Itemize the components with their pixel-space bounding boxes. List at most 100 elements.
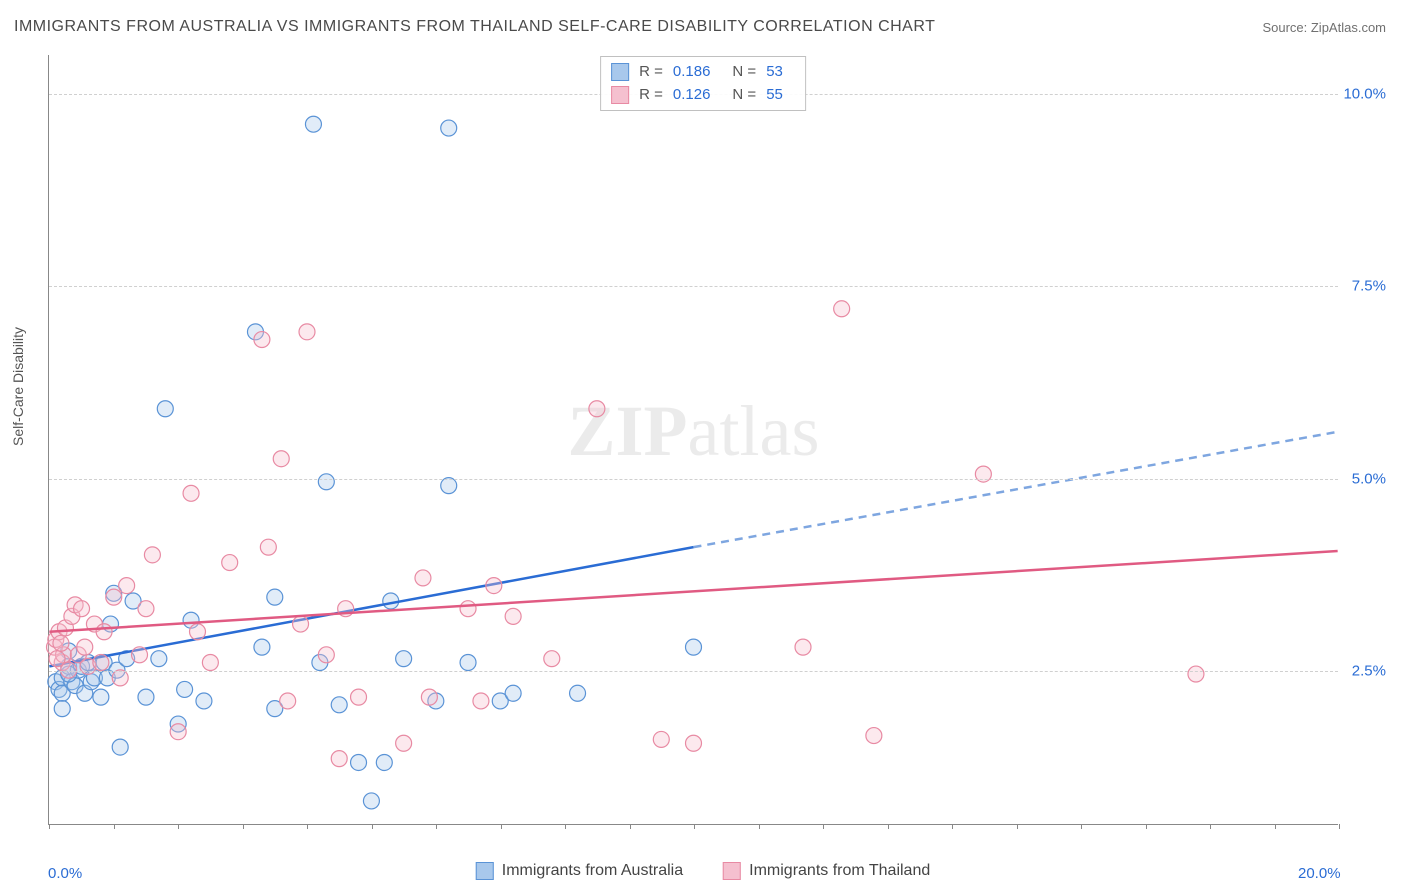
data-point (975, 466, 991, 482)
data-point (460, 601, 476, 617)
data-point (77, 639, 93, 655)
legend-swatch (611, 63, 629, 81)
stat-r-value: 0.126 (673, 84, 711, 107)
data-point (151, 651, 167, 667)
data-point (260, 539, 276, 555)
y-tick-label: 2.5% (1352, 663, 1386, 680)
data-point (267, 589, 283, 605)
series-legend: Immigrants from Australia Immigrants from… (476, 862, 931, 880)
data-point (376, 754, 392, 770)
data-point (318, 647, 334, 663)
data-point (351, 689, 367, 705)
data-point (686, 639, 702, 655)
data-point (93, 689, 109, 705)
stat-r-value: 0.186 (673, 61, 711, 84)
data-point (441, 478, 457, 494)
chart-title: IMMIGRANTS FROM AUSTRALIA VS IMMIGRANTS … (14, 18, 935, 36)
data-point (505, 608, 521, 624)
data-point (93, 655, 109, 671)
data-point (132, 647, 148, 663)
data-point (190, 624, 206, 640)
data-point (157, 401, 173, 417)
data-point (834, 301, 850, 317)
stats-legend-row: R = 0.186 N = 53 (611, 61, 795, 84)
data-point (273, 451, 289, 467)
data-point (544, 651, 560, 667)
data-point (653, 731, 669, 747)
data-point (53, 635, 69, 651)
stat-r-label: R = (639, 61, 663, 84)
data-point (74, 601, 90, 617)
stat-r-label: R = (639, 84, 663, 107)
data-point (396, 735, 412, 751)
data-point (866, 728, 882, 744)
data-point (396, 651, 412, 667)
data-point (351, 754, 367, 770)
data-point (293, 616, 309, 632)
gridline (49, 286, 1338, 287)
data-point (138, 689, 154, 705)
data-point (331, 697, 347, 713)
data-point (254, 332, 270, 348)
data-point (686, 735, 702, 751)
data-point (486, 578, 502, 594)
legend-swatch (476, 862, 494, 880)
data-point (202, 655, 218, 671)
stat-n-value: 55 (766, 84, 783, 107)
stats-legend-box: R = 0.186 N = 53 R = 0.126 N = 55 (600, 56, 806, 111)
data-point (305, 116, 321, 132)
data-point (119, 578, 135, 594)
data-point (138, 601, 154, 617)
data-point (280, 693, 296, 709)
data-point (112, 670, 128, 686)
stat-n-label: N = (732, 84, 756, 107)
data-point (318, 474, 334, 490)
data-point (415, 570, 431, 586)
x-tick-label: 0.0% (48, 865, 82, 882)
data-point (460, 655, 476, 671)
data-point (441, 120, 457, 136)
data-point (254, 639, 270, 655)
data-point (589, 401, 605, 417)
data-point (363, 793, 379, 809)
y-tick-label: 7.5% (1352, 278, 1386, 295)
stat-n-value: 53 (766, 61, 783, 84)
legend-swatch (723, 862, 741, 880)
data-point (106, 589, 122, 605)
data-point (421, 689, 437, 705)
data-point (144, 547, 160, 563)
y-tick-label: 10.0% (1343, 85, 1386, 102)
gridline (49, 479, 1338, 480)
series-legend-item: Immigrants from Australia (476, 862, 683, 880)
data-point (177, 681, 193, 697)
data-point (54, 701, 70, 717)
data-point (299, 324, 315, 340)
data-point (795, 639, 811, 655)
source-attribution: Source: ZipAtlas.com (1262, 20, 1386, 35)
series-legend-label: Immigrants from Thailand (749, 862, 930, 880)
data-point (96, 624, 112, 640)
data-point (505, 685, 521, 701)
data-point (112, 739, 128, 755)
data-point (570, 685, 586, 701)
scatter-svg (49, 55, 1338, 824)
series-legend-item: Immigrants from Thailand (723, 862, 930, 880)
x-tick-label: 20.0% (1298, 865, 1341, 882)
y-tick-label: 5.0% (1352, 470, 1386, 487)
stats-legend-row: R = 0.126 N = 55 (611, 84, 795, 107)
data-point (196, 693, 212, 709)
data-point (1188, 666, 1204, 682)
gridline (49, 671, 1338, 672)
series-legend-label: Immigrants from Australia (502, 862, 683, 880)
data-point (170, 724, 186, 740)
data-point (49, 651, 65, 667)
data-point (473, 693, 489, 709)
trend-line-extrapolated (694, 432, 1338, 547)
data-point (183, 485, 199, 501)
trend-line (49, 551, 1337, 632)
data-point (222, 555, 238, 571)
legend-swatch (611, 86, 629, 104)
chart-plot-area: ZIPatlas (48, 55, 1338, 825)
data-point (331, 751, 347, 767)
stat-n-label: N = (732, 61, 756, 84)
